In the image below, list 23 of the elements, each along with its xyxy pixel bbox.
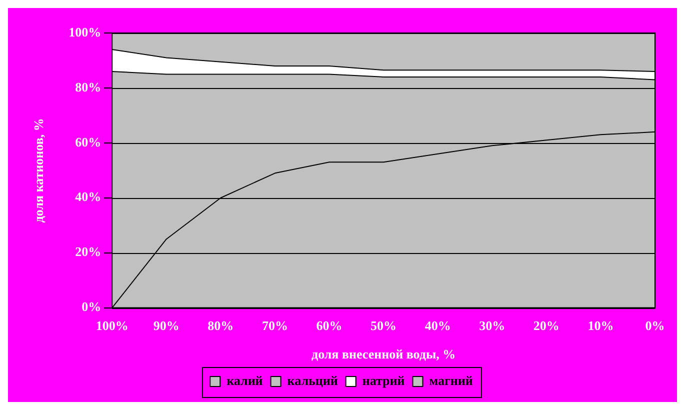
y-tick-label: 80% <box>75 79 102 94</box>
y-tick-label: 0% <box>82 299 102 314</box>
x-tick-label: 80% <box>208 318 234 333</box>
y-tick-label: 40% <box>75 189 102 204</box>
x-tick-label: 60% <box>316 318 342 333</box>
y-axis-title: доля катионов, % <box>31 118 46 223</box>
y-tick-label: 60% <box>75 134 102 150</box>
x-tick-label: 70% <box>262 318 288 333</box>
legend-label: натрий <box>362 372 406 388</box>
x-tick-label: 20% <box>533 318 560 333</box>
legend-label: магний <box>429 372 474 388</box>
legend-label: кальций <box>287 372 338 388</box>
x-tick-label: 10% <box>588 318 614 333</box>
x-tick-label: 30% <box>479 318 506 333</box>
x-tick-label: 100% <box>96 318 128 333</box>
x-tick-label: 90% <box>153 318 180 333</box>
x-tick-label: 40% <box>424 318 451 333</box>
x-axis-title: доля внесенной воды, % <box>311 346 456 362</box>
legend-label: калий <box>226 372 264 388</box>
y-tick-label: 100% <box>68 24 102 40</box>
x-tick-label: 50% <box>370 318 397 333</box>
x-tick-label: 0% <box>645 318 665 333</box>
y-tick-label: 20% <box>75 244 102 260</box>
